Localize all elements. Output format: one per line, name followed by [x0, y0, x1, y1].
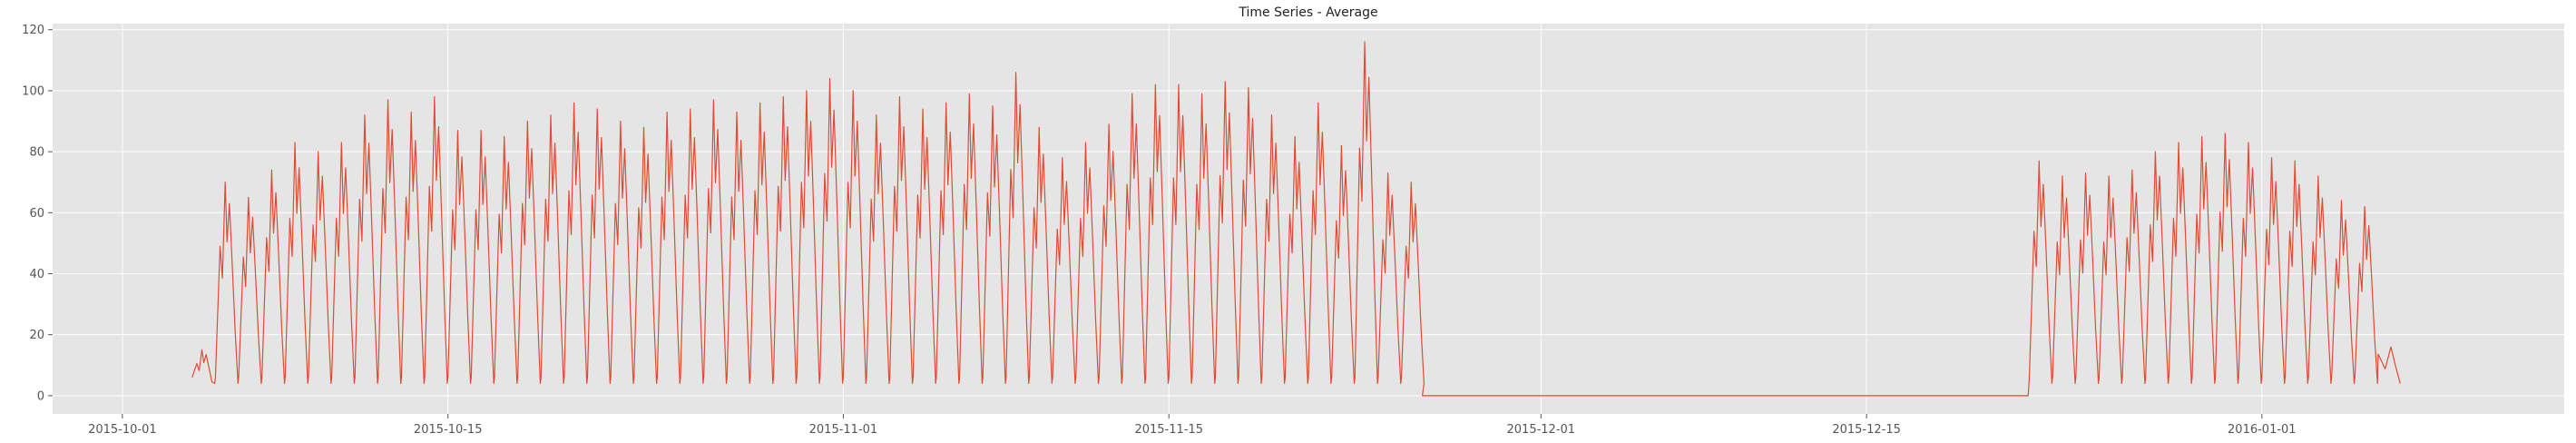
series-layer	[191, 41, 2401, 397]
y-tick-label: 60	[29, 207, 44, 221]
y-tick-label: 120	[22, 24, 44, 37]
y-axis-ticks: 0 20 40 60 80 100 120	[22, 24, 53, 403]
x-axis-ticks: 2015-10-01 2015-10-15 2015-11-01 2015-11-15…	[88, 414, 2297, 437]
x-tick-label: 2015-12-15	[1832, 423, 1901, 437]
x-tick-label: 2015-10-01	[88, 423, 157, 437]
chart-title: Time Series - Average	[1238, 5, 1377, 20]
x-tick-label: 2015-10-15	[414, 423, 483, 437]
x-tick-label: 2015-12-01	[1507, 423, 1576, 437]
plot-area	[53, 24, 2564, 414]
y-tick-label: 40	[29, 268, 44, 281]
grid-lines	[53, 24, 2564, 414]
x-tick-label: 2016-01-01	[2228, 423, 2297, 437]
x-tick-label: 2015-11-15	[1134, 423, 1203, 437]
y-tick-label: 80	[29, 146, 44, 160]
y-tick-label: 0	[37, 389, 44, 403]
y-tick-label: 100	[22, 84, 44, 98]
y-tick-label: 20	[29, 329, 44, 342]
x-tick-label: 2015-11-01	[809, 423, 878, 437]
